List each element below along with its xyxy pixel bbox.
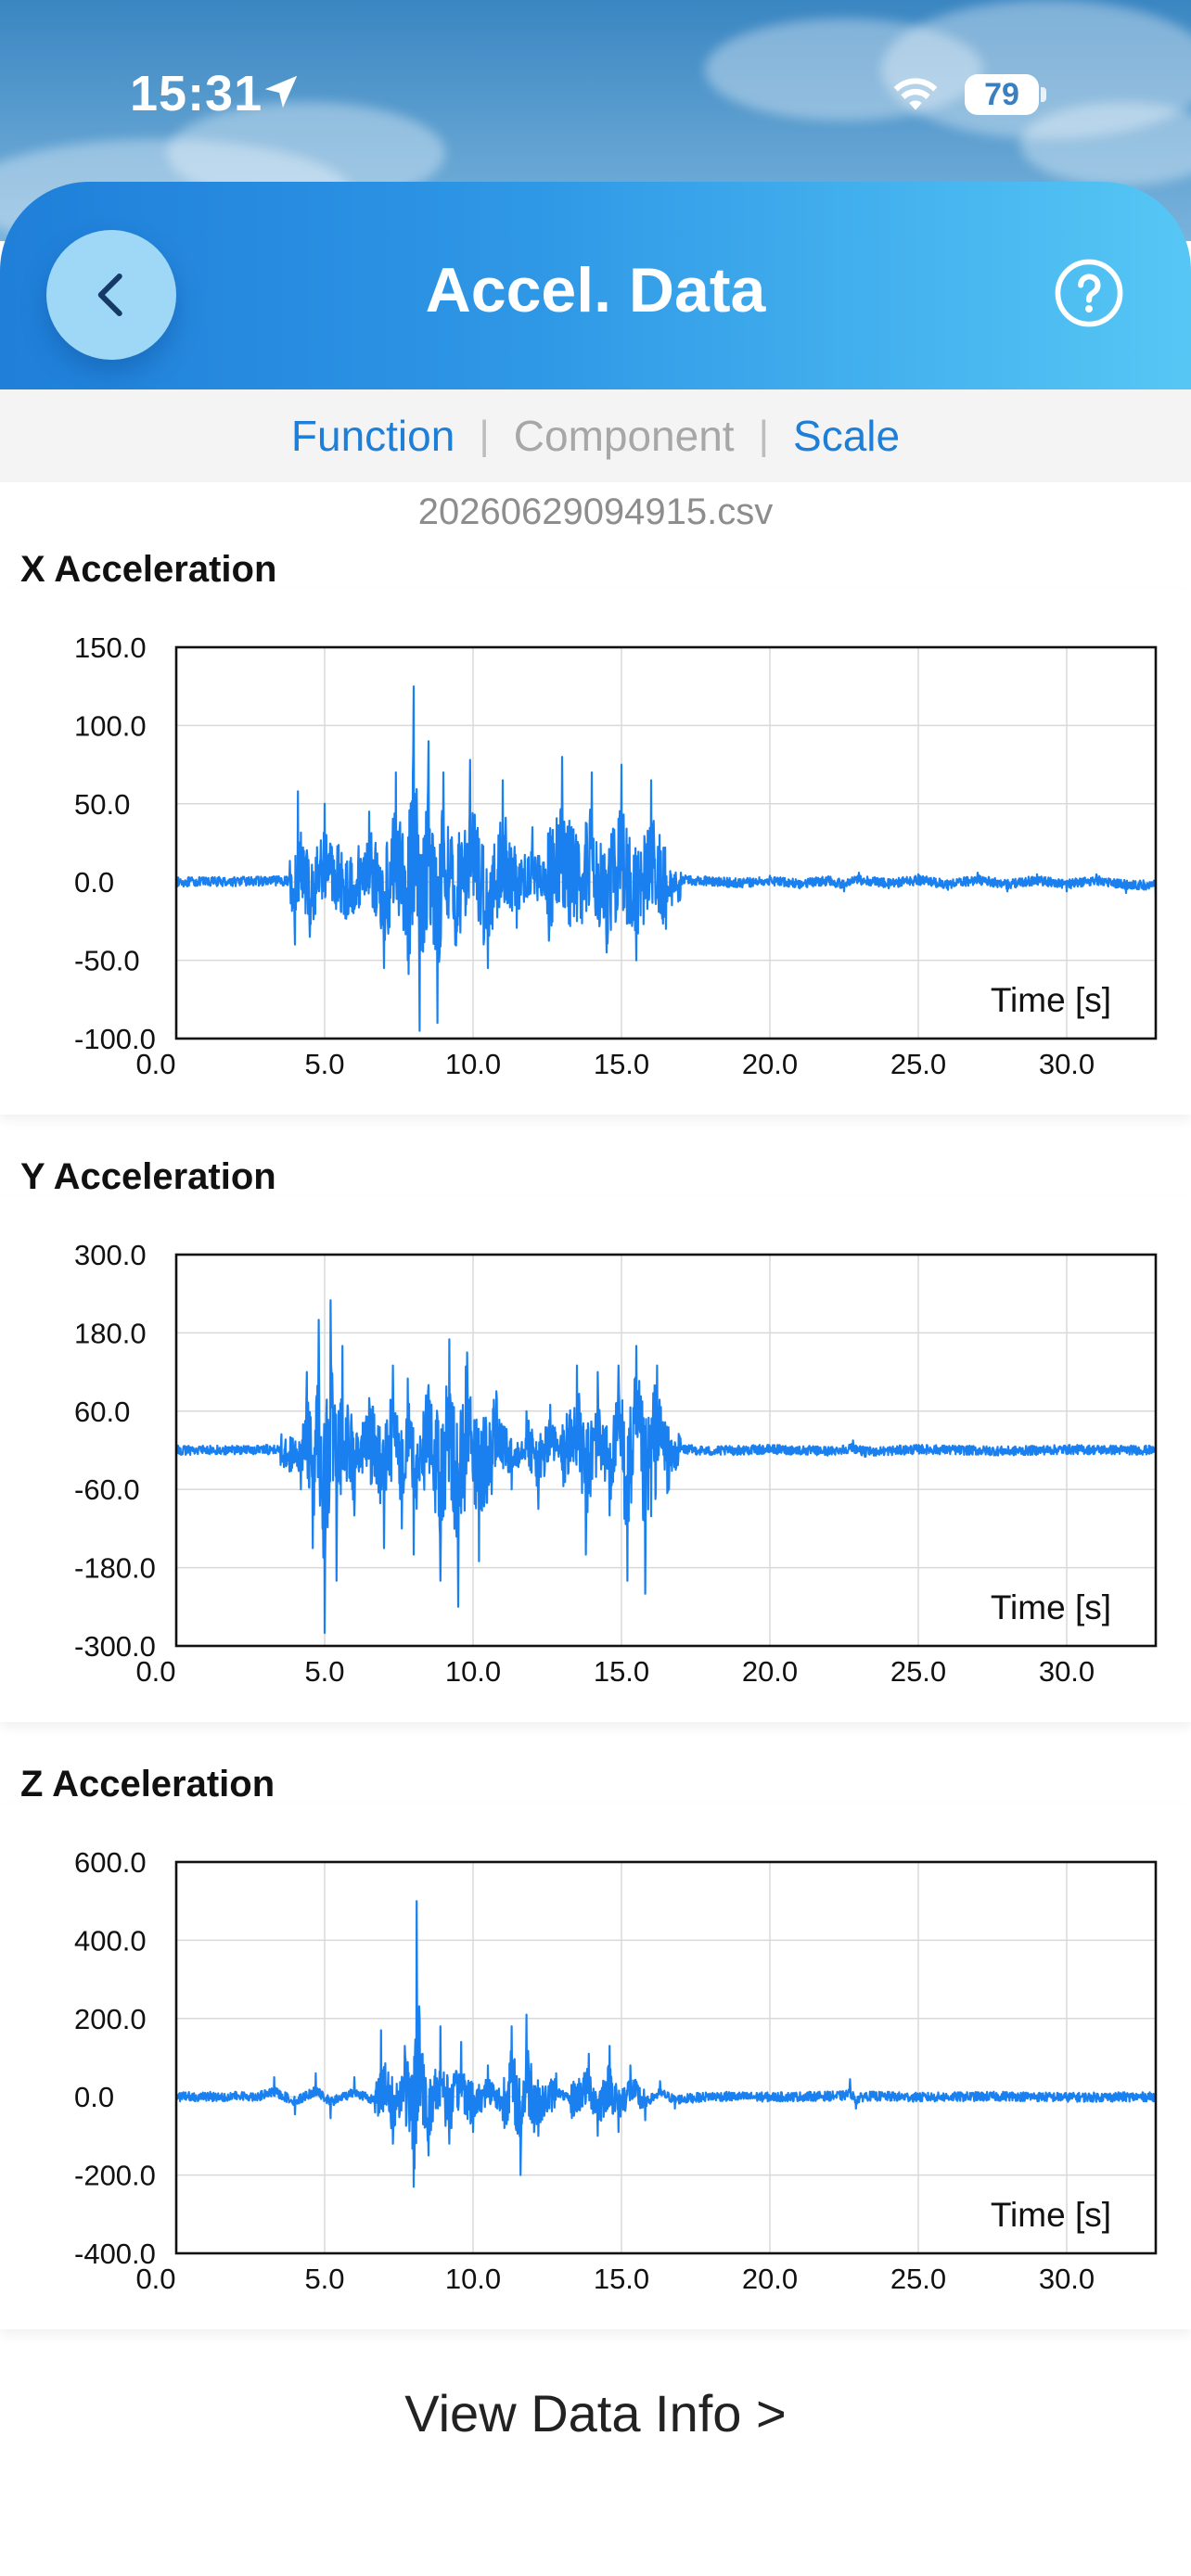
x-axis-label: Time [s] (991, 981, 1111, 1019)
y-tick-label: -400.0 (74, 2238, 156, 2270)
app-header: Accel. Data (0, 182, 1191, 389)
x-tick-label: 15.0 (594, 2263, 649, 2295)
x-tick-label: 25.0 (890, 1655, 946, 1688)
status-time: 15:31 (130, 66, 263, 121)
x-tick-label: 0.0 (135, 1048, 175, 1080)
x-tick-label: 25.0 (890, 1048, 946, 1080)
location-arrow-icon (264, 75, 298, 108)
series-line (174, 685, 1158, 1032)
y-tick-label: -300.0 (74, 1630, 156, 1663)
x-tick-label: 5.0 (304, 1655, 344, 1688)
y-tick-label: -200.0 (74, 2160, 156, 2192)
x-acceleration-chart: 150.0 100.0 50.0 0.0 -50.0 -100.0 0.0 5.0 10.0 15… (0, 590, 1191, 1115)
x-tick-label: 30.0 (1039, 1048, 1095, 1080)
x-tick-label: 20.0 (742, 2263, 798, 2295)
page-title: Accel. Data (425, 255, 766, 325)
y-tick-label: 180.0 (74, 1317, 147, 1349)
x-tick-label: 10.0 (445, 2263, 501, 2295)
back-button[interactable] (46, 230, 176, 360)
y-tick-label: -60.0 (74, 1473, 140, 1506)
battery-indicator: 79 (965, 74, 1039, 115)
tab-separator: | (758, 413, 770, 458)
y-tick-label: 600.0 (74, 1846, 147, 1879)
x-tick-label: 15.0 (594, 1655, 649, 1688)
plot-frame (174, 1860, 1158, 2255)
y-tick-label: 150.0 (74, 631, 147, 664)
tab-component[interactable]: Component (513, 412, 735, 460)
y-tick-label: 50.0 (74, 788, 130, 821)
view-data-info-link[interactable]: View Data Info > (404, 2384, 787, 2442)
series-line (174, 1900, 1158, 2188)
y-tick-label: -180.0 (74, 1552, 156, 1585)
y-tick-label: 60.0 (74, 1396, 130, 1428)
y-acceleration-chart: 300.0 180.0 60.0 -60.0 -180.0 -300.0 0.0 5.0 10.… (0, 1197, 1191, 1722)
x-tick-label: 20.0 (742, 1655, 798, 1688)
series-line (174, 1299, 1158, 1634)
x-tick-label: 25.0 (890, 2263, 946, 2295)
x-tick-label: 10.0 (445, 1655, 501, 1688)
x-tick-label: 5.0 (304, 1048, 344, 1080)
x-tick-label: 10.0 (445, 1048, 501, 1080)
x-tick-label: 30.0 (1039, 2263, 1095, 2295)
y-acceleration-plot: 300.0 180.0 60.0 -60.0 -180.0 -300.00.0 5.0 10.… (74, 1239, 1158, 1688)
help-icon[interactable] (1054, 258, 1124, 328)
y-tick-label: 400.0 (74, 1924, 147, 1957)
x-tick-label: 15.0 (594, 1048, 649, 1080)
y-tick-label: 100.0 (74, 709, 147, 742)
y-tick-label: -100.0 (74, 1023, 156, 1055)
tab-separator: | (479, 413, 490, 458)
y-tick-label: -50.0 (74, 945, 140, 977)
x-axis-label: Time [s] (991, 1588, 1111, 1626)
plot-frame (174, 645, 1158, 1040)
x-tick-label: 0.0 (135, 2263, 175, 2295)
battery-cap (1041, 87, 1046, 102)
y-tick-label: 200.0 (74, 2003, 147, 2035)
tab-function[interactable]: Function (290, 412, 455, 460)
wifi-icon (893, 78, 938, 110)
y-tick-label: 300.0 (74, 1239, 147, 1271)
y-tick-label: 0.0 (74, 866, 114, 899)
segment-tabs: Function | Component | Scale (0, 389, 1191, 482)
y-tick-label: 0.0 (74, 2081, 114, 2113)
x-tick-label: 0.0 (135, 1655, 175, 1688)
file-name: 20260629094915.csv (417, 491, 774, 532)
chart-title-z: Z Acceleration (20, 1764, 275, 1804)
x-axis-label: Time [s] (991, 2196, 1111, 2234)
tab-scale[interactable]: Scale (793, 412, 901, 460)
chevron-left-icon (97, 274, 122, 316)
plot-frame (174, 1253, 1158, 1648)
z-acceleration-chart: 600.0 400.0 200.0 0.0 -200.0 -400.0 0.0 5.0 10.0… (0, 1804, 1191, 2329)
chart-title-y: Y Acceleration (20, 1156, 276, 1197)
x-tick-label: 30.0 (1039, 1655, 1095, 1688)
x-tick-label: 20.0 (742, 1048, 798, 1080)
x-tick-label: 5.0 (304, 2263, 344, 2295)
chart-title-x: X Acceleration (20, 549, 277, 590)
